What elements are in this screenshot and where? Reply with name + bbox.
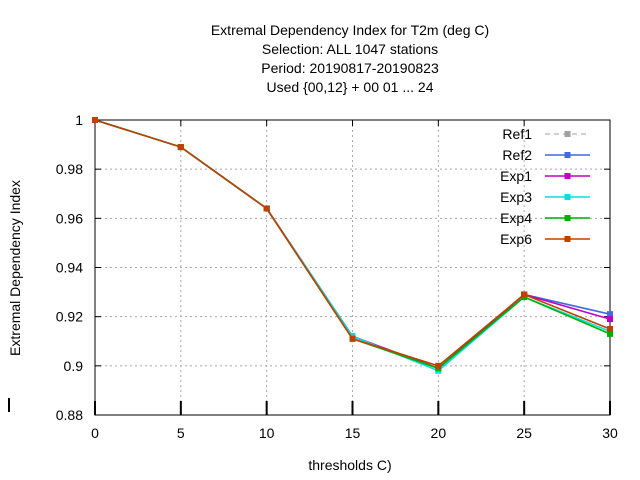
axis-ticks: 0 5 10 15 20 25 30 0.88 0.9 0.92 0.94 0.96 0.98 1: [56, 112, 618, 441]
x-tick-label: 15: [345, 425, 361, 441]
x-tick-label: 10: [259, 425, 275, 441]
chart-title: Extremal Dependency Index for T2m (deg C…: [211, 22, 489, 95]
legend-label-ref1: Ref1: [502, 126, 532, 142]
x-tick-label: 5: [177, 425, 185, 441]
legend-marker-exp6: [564, 236, 571, 242]
data-point-exp6: [263, 205, 270, 212]
legend-label-exp3: Exp3: [500, 189, 532, 205]
y-tick-label: 1: [75, 112, 83, 128]
data-point-exp6: [177, 144, 184, 151]
title-line: Selection: ALL 1047 stations: [262, 41, 438, 57]
title-line: Period: 20190817-20190823: [261, 60, 439, 76]
legend: Ref1 Ref2 Exp1 Exp3 Exp4 Exp6: [500, 126, 590, 247]
legend-marker-ref1: [564, 131, 571, 137]
grid: [95, 120, 610, 415]
data-point-exp6: [521, 291, 528, 298]
data-point-exp6: [435, 362, 442, 369]
legend-marker-exp1: [564, 173, 571, 179]
y-tick-label: 0.96: [56, 210, 83, 226]
series: [92, 117, 613, 374]
legend-marker-exp3: [564, 194, 571, 200]
y-tick-label: 0.92: [56, 309, 83, 325]
data-point-exp1: [607, 316, 613, 323]
legend-label-ref2: Ref2: [502, 147, 532, 163]
data-point-exp6: [92, 117, 98, 123]
y-tick-label: 0.88: [56, 407, 83, 423]
data-point-exp6: [349, 335, 356, 342]
data-point-exp4: [607, 330, 613, 337]
y-tick-label: 0.9: [64, 358, 84, 374]
title-line: Used {00,12} + 00 01 ... 24: [267, 79, 434, 95]
legend-marker-ref2: [564, 152, 571, 158]
y-tick-label: 0.98: [56, 161, 83, 177]
title-line: Extremal Dependency Index for T2m (deg C…: [211, 22, 489, 38]
legend-label-exp6: Exp6: [500, 231, 532, 247]
legend-label-exp1: Exp1: [500, 168, 532, 184]
x-axis-label: thresholds C): [308, 457, 391, 473]
x-tick-label: 20: [431, 425, 447, 441]
y-axis-label: Extremal Dependency Index: [7, 180, 23, 356]
left-edge-mark: [8, 398, 10, 412]
y-tick-label: 0.94: [56, 260, 83, 276]
legend-label-exp4: Exp4: [500, 210, 532, 226]
x-tick-label: 30: [602, 425, 618, 441]
x-tick-label: 0: [91, 425, 99, 441]
legend-marker-exp4: [564, 215, 571, 221]
data-point-ref2: [607, 311, 613, 318]
data-point-exp6: [607, 325, 613, 332]
x-tick-label: 25: [516, 425, 532, 441]
